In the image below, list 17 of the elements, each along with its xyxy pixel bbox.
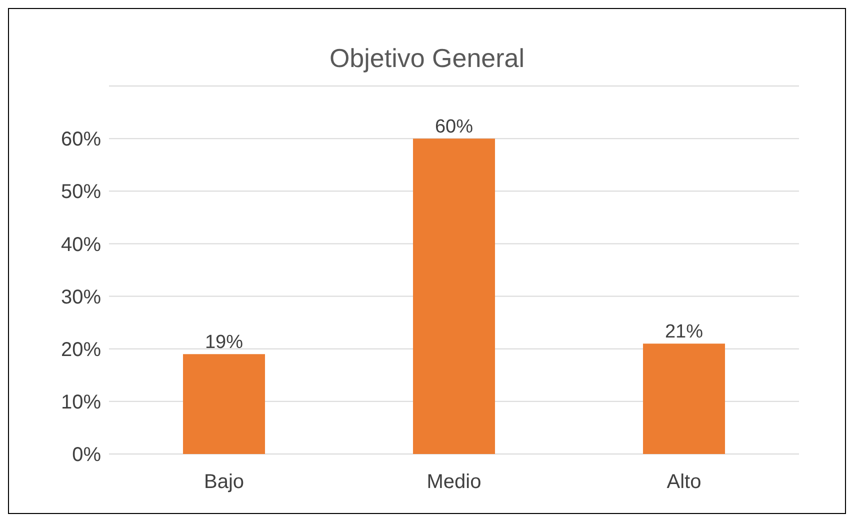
- y-tick-label: 20%: [60, 338, 102, 361]
- chart-title: Objetivo General: [328, 43, 526, 74]
- y-tick-label: 60%: [60, 128, 102, 151]
- y-tick-label: 10%: [60, 392, 102, 414]
- bar: [643, 344, 725, 454]
- bar: [413, 138, 495, 454]
- x-tick-label: Alto: [666, 471, 702, 494]
- bar: [183, 354, 265, 454]
- data-label: 21%: [664, 322, 704, 343]
- y-tick-label: 40%: [60, 234, 102, 256]
- data-label: 60%: [434, 116, 474, 138]
- x-tick-label: Medio: [426, 471, 482, 494]
- y-tick-label: 0%: [72, 444, 102, 466]
- y-tick-label: 50%: [60, 181, 102, 204]
- y-tick-label: 30%: [60, 286, 102, 308]
- x-tick-label: Bajo: [204, 471, 244, 494]
- data-label: 19%: [204, 332, 244, 354]
